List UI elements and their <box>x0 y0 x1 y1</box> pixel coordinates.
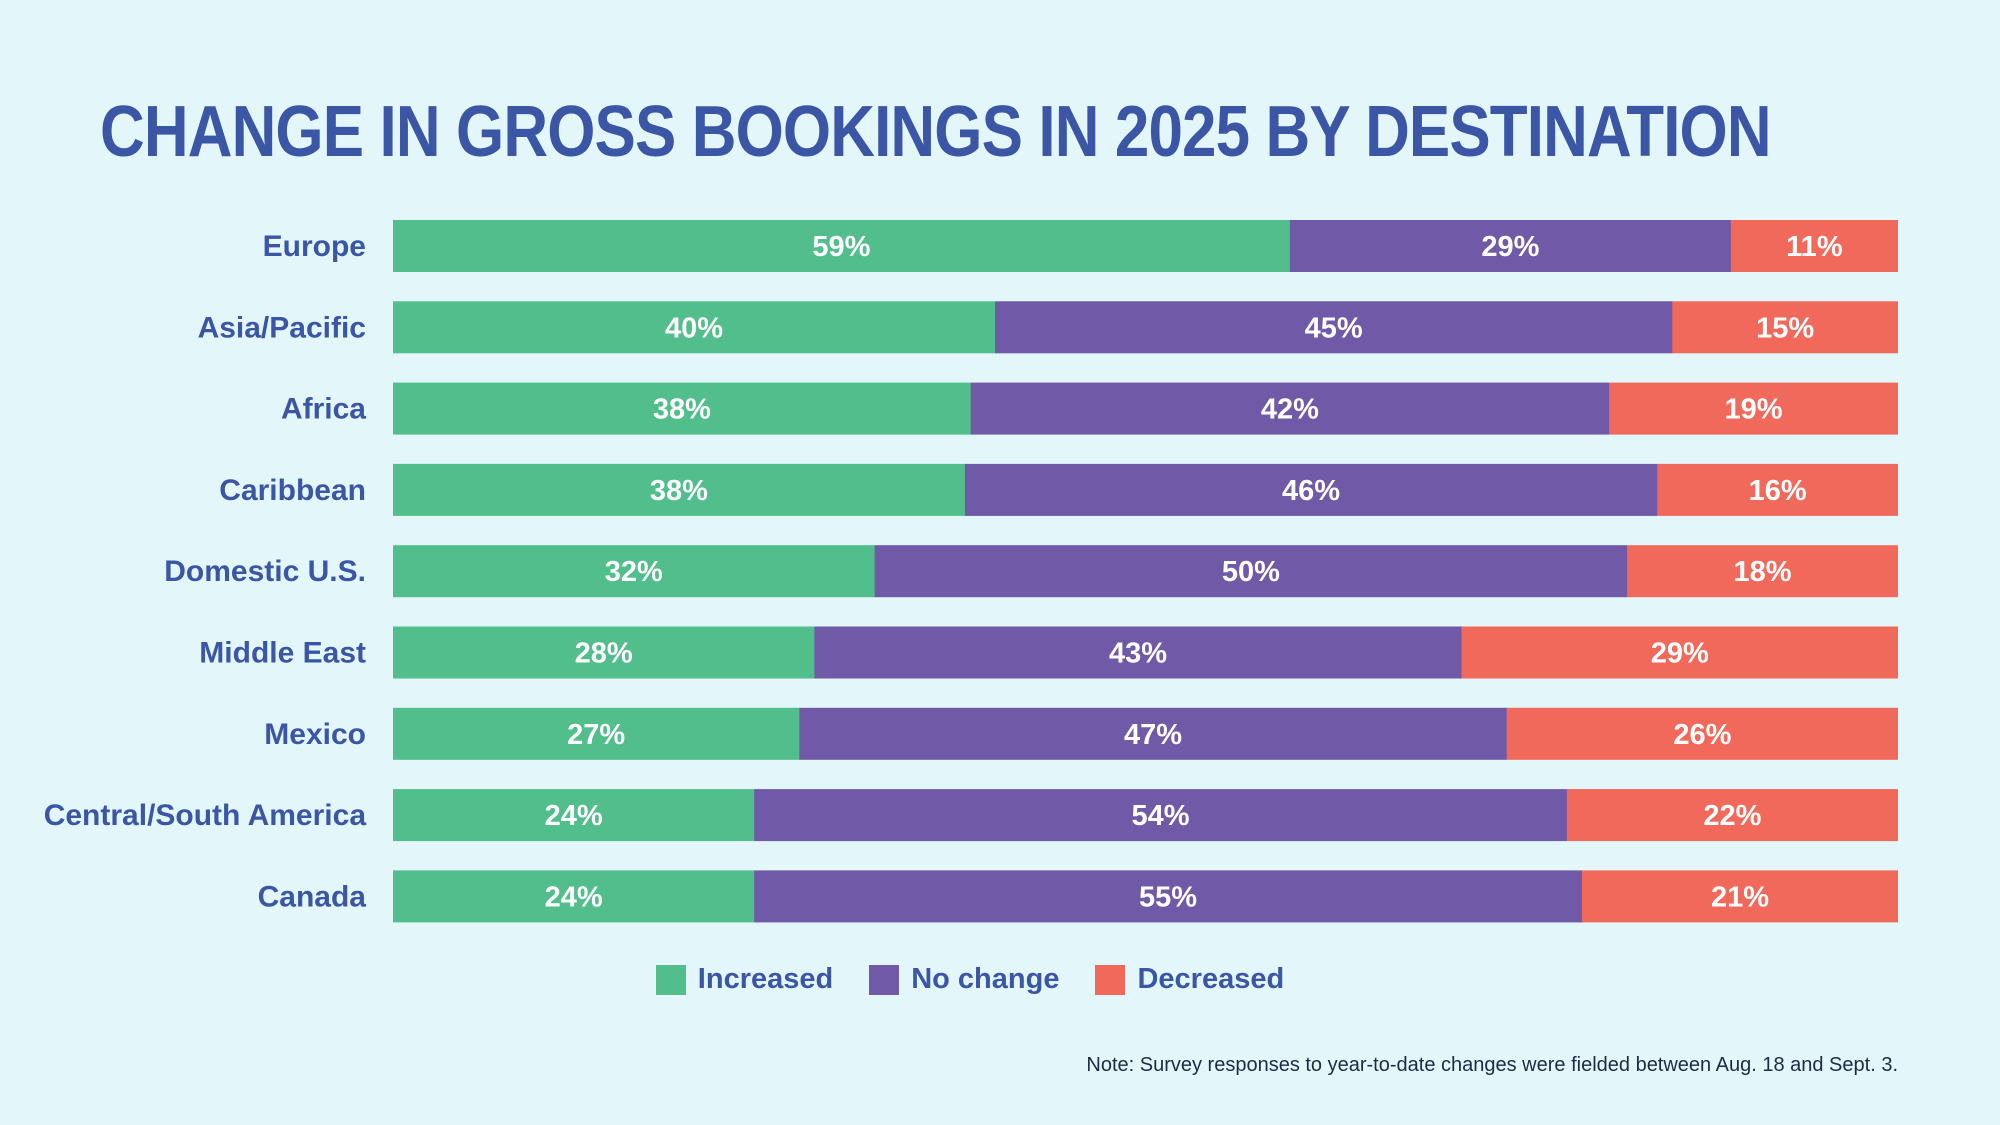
legend-label-decreased: Decreased <box>1137 963 1285 995</box>
category-label-domestic-u-s: Domestic U.S. <box>164 555 366 588</box>
footnote: Note: Survey responses to year-to-date c… <box>1086 1054 1898 1076</box>
data-label-central-south-america-no-change: 54% <box>1132 800 1190 832</box>
bar-segment-caribbean-no-change <box>964 463 1658 516</box>
bar-segment-mexico-decreased <box>1506 707 1898 760</box>
bar-segment-europe-decreased <box>1730 220 1898 272</box>
legend-item-increased: Increased <box>655 963 834 996</box>
legend: Increased No change Decreased <box>0 963 1970 996</box>
bar-segment-africa-decreased <box>1609 382 1898 435</box>
bar-segment-africa-no-change <box>970 382 1610 435</box>
bar-row-europe: Europe 59% 29% 11% <box>263 220 1898 272</box>
bar-row-asia-pacific: Asia/Pacific 40% 45% 15% <box>198 301 1898 354</box>
data-label-middle-east-increased: 28% <box>575 638 633 670</box>
data-label-asia-pacific-increased: 40% <box>665 312 723 344</box>
data-label-mexico-decreased: 26% <box>1673 719 1731 751</box>
legend-item-decreased: Decreased <box>1095 963 1284 996</box>
category-label-caribbean: Caribbean <box>219 474 366 507</box>
bar-segment-europe-no-change <box>1289 220 1732 272</box>
category-label-canada: Canada <box>258 880 367 913</box>
bar-segment-canada-increased <box>393 870 755 923</box>
chart-title: CHANGE IN GROSS BOOKINGS IN 2025 BY DEST… <box>100 92 1772 172</box>
bar-row-mexico: Mexico 27% 47% 26% <box>264 707 1898 760</box>
data-label-domestic-u-s-no-change: 50% <box>1222 556 1280 588</box>
bar-segment-central-south-america-increased <box>393 789 755 842</box>
bar-segment-central-south-america-decreased <box>1566 789 1898 842</box>
bar-segment-canada-no-change <box>754 870 1583 923</box>
data-label-europe-decreased: 11% <box>1786 231 1843 263</box>
legend-label-no-change: No change <box>911 963 1060 995</box>
bar-segment-mexico-increased <box>393 707 800 760</box>
category-label-middle-east: Middle East <box>199 637 366 670</box>
category-label-africa: Africa <box>281 393 366 426</box>
bar-segment-mexico-no-change <box>799 707 1508 760</box>
data-label-domestic-u-s-decreased: 18% <box>1734 556 1792 588</box>
legend-label-increased: Increased <box>697 963 834 995</box>
bar-row-middle-east: Middle East 28% 43% 29% <box>199 626 1898 679</box>
data-label-mexico-increased: 27% <box>567 719 625 751</box>
data-label-europe-increased: 59% <box>812 231 870 263</box>
bar-segment-canada-decreased <box>1581 870 1898 923</box>
bar-segment-caribbean-increased <box>393 463 966 516</box>
data-label-central-south-america-increased: 24% <box>545 800 603 832</box>
data-label-domestic-u-s-increased: 32% <box>605 556 663 588</box>
data-label-asia-pacific-no-change: 45% <box>1305 312 1363 344</box>
legend-swatch-decreased <box>1095 964 1126 995</box>
data-label-canada-no-change: 55% <box>1139 881 1197 913</box>
data-label-asia-pacific-decreased: 15% <box>1756 312 1814 344</box>
bar-row-central-south-america: Central/South America 24% 54% 22% <box>44 789 1898 842</box>
category-label-asia-pacific: Asia/Pacific <box>198 311 366 344</box>
data-label-africa-decreased: 19% <box>1725 394 1783 426</box>
bar-row-canada: Canada 24% 55% 21% <box>258 870 1898 923</box>
legend-item-no-change: No change <box>869 963 1059 996</box>
bar-segment-africa-increased <box>393 382 972 435</box>
data-label-canada-decreased: 21% <box>1711 881 1769 913</box>
bar-segment-middle-east-increased <box>393 626 815 679</box>
bar-row-africa: Africa 38% 42% 19% <box>281 382 1898 435</box>
bar-segment-central-south-america-no-change <box>754 789 1568 842</box>
bar-segment-domestic-u-s-decreased <box>1627 545 1898 598</box>
bar-segment-asia-pacific-no-change <box>995 301 1673 354</box>
bar-segment-caribbean-decreased <box>1657 463 1898 516</box>
data-label-middle-east-no-change: 43% <box>1109 638 1167 670</box>
legend-swatch-increased <box>655 964 686 995</box>
data-label-caribbean-decreased: 16% <box>1749 475 1807 507</box>
bar-segment-europe-increased <box>393 220 1291 272</box>
category-label-mexico: Mexico <box>264 718 366 751</box>
bar-segment-asia-pacific-decreased <box>1672 301 1898 354</box>
bar-segment-middle-east-decreased <box>1461 626 1898 679</box>
bar-segment-middle-east-no-change <box>814 626 1463 679</box>
category-label-central-south-america: Central/South America <box>44 799 367 832</box>
data-label-europe-no-change: 29% <box>1481 231 1539 263</box>
bar-row-caribbean: Caribbean 38% 46% 16% <box>219 463 1898 516</box>
bar-segment-domestic-u-s-increased <box>393 545 876 598</box>
bar-row-domestic-u-s: Domestic U.S. 32% 50% 18% <box>164 545 1898 598</box>
legend-swatch-no-change <box>869 964 900 995</box>
data-label-africa-increased: 38% <box>653 394 711 426</box>
category-label-europe: Europe <box>263 230 366 263</box>
bar-segment-domestic-u-s-no-change <box>874 545 1628 598</box>
data-label-middle-east-decreased: 29% <box>1651 638 1709 670</box>
data-label-africa-no-change: 42% <box>1261 394 1319 426</box>
bar-segment-asia-pacific-increased <box>393 301 996 354</box>
data-label-caribbean-increased: 38% <box>650 475 708 507</box>
data-label-caribbean-no-change: 46% <box>1282 475 1340 507</box>
data-label-central-south-america-decreased: 22% <box>1703 800 1761 832</box>
data-label-canada-increased: 24% <box>545 881 603 913</box>
data-label-mexico-no-change: 47% <box>1124 719 1182 751</box>
